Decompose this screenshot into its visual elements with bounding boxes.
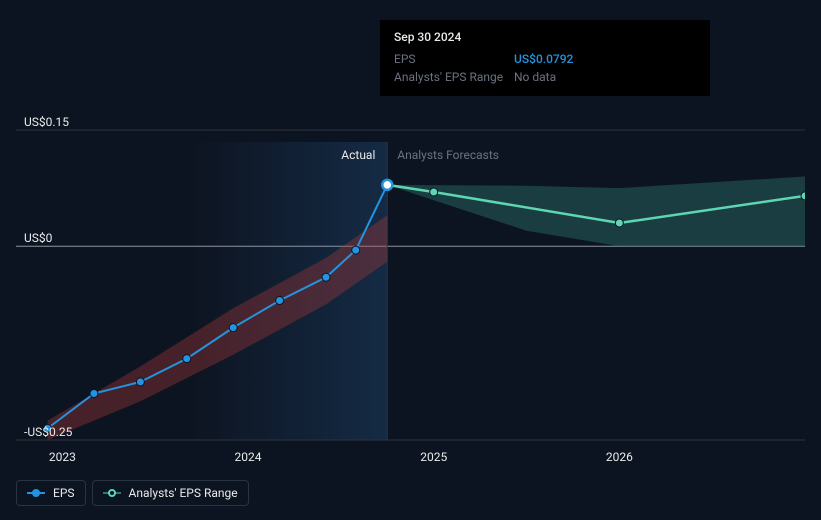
x-axis-label: 2023 — [49, 450, 76, 464]
y-axis-label: US$0.15 — [24, 115, 69, 129]
region-label-actual: Actual — [341, 148, 375, 162]
x-axis-label: 2026 — [606, 450, 633, 464]
legend-marker-range — [103, 489, 121, 497]
tooltip-row-eps: EPS US$0.0792 — [394, 50, 696, 68]
legend-item-range[interactable]: Analysts' EPS Range — [92, 480, 249, 506]
legend-label-range: Analysts' EPS Range — [129, 486, 238, 500]
legend: EPS Analysts' EPS Range — [16, 480, 249, 506]
x-axis-label: 2024 — [235, 450, 262, 464]
tooltip-label-range: Analysts' EPS Range — [394, 68, 514, 86]
x-axis-label: 2025 — [420, 450, 447, 464]
legend-label-eps: EPS — [53, 486, 75, 500]
tooltip-row-range: Analysts' EPS Range No data — [394, 68, 696, 86]
y-axis-label: -US$0.25 — [24, 425, 72, 439]
y-axis-label: US$0 — [24, 231, 52, 245]
tooltip-value-eps: US$0.0792 — [514, 50, 573, 68]
legend-item-eps[interactable]: EPS — [16, 480, 86, 506]
tooltip-date: Sep 30 2024 — [394, 30, 696, 44]
region-label-forecast: Analysts Forecasts — [397, 148, 499, 162]
tooltip: Sep 30 2024 EPS US$0.0792 Analysts' EPS … — [380, 20, 710, 96]
tooltip-value-range: No data — [514, 68, 556, 86]
tooltip-label-eps: EPS — [394, 50, 514, 68]
legend-marker-eps — [27, 489, 45, 497]
